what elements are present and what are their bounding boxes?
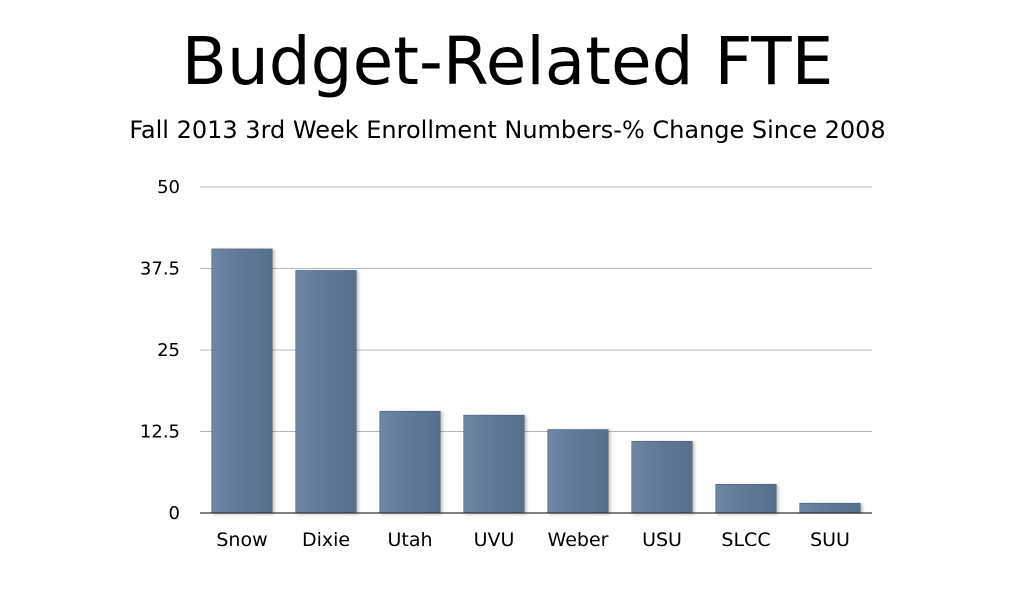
x-axis-labels: Snow Dixie Utah UVU Weber USU SLCC SUU [216, 529, 850, 551]
bar-usu [631, 440, 693, 514]
x-tick-label: SLCC [721, 529, 770, 551]
chart-subtitle: Fall 2013 3rd Week Enrollment Numbers-% … [129, 116, 886, 144]
bar-suu [799, 502, 861, 514]
bar-utah [379, 410, 441, 514]
bar-dixie [295, 270, 357, 514]
y-tick-label: 12.5 [140, 422, 180, 443]
x-tick-label: USU [642, 529, 682, 551]
bars [211, 248, 861, 514]
x-tick-label: Weber [548, 529, 609, 551]
y-tick-label: 25 [157, 340, 180, 361]
x-tick-label: UVU [474, 529, 515, 551]
y-tick-label: 50 [157, 177, 180, 198]
y-tick-label: 37.5 [140, 259, 180, 280]
bar-slcc [715, 484, 777, 514]
x-tick-label: Dixie [302, 529, 350, 551]
bar-weber [547, 429, 609, 514]
y-axis-ticks: 0 12.5 25 37.5 50 [140, 177, 180, 524]
chart-title: Budget-Related FTE [181, 23, 834, 100]
bar-snow [211, 248, 273, 514]
x-tick-label: Utah [387, 529, 432, 551]
x-tick-label: Snow [216, 529, 267, 551]
x-tick-label: SUU [810, 529, 850, 551]
bar-uvu [463, 414, 525, 514]
y-tick-label: 0 [169, 503, 180, 524]
